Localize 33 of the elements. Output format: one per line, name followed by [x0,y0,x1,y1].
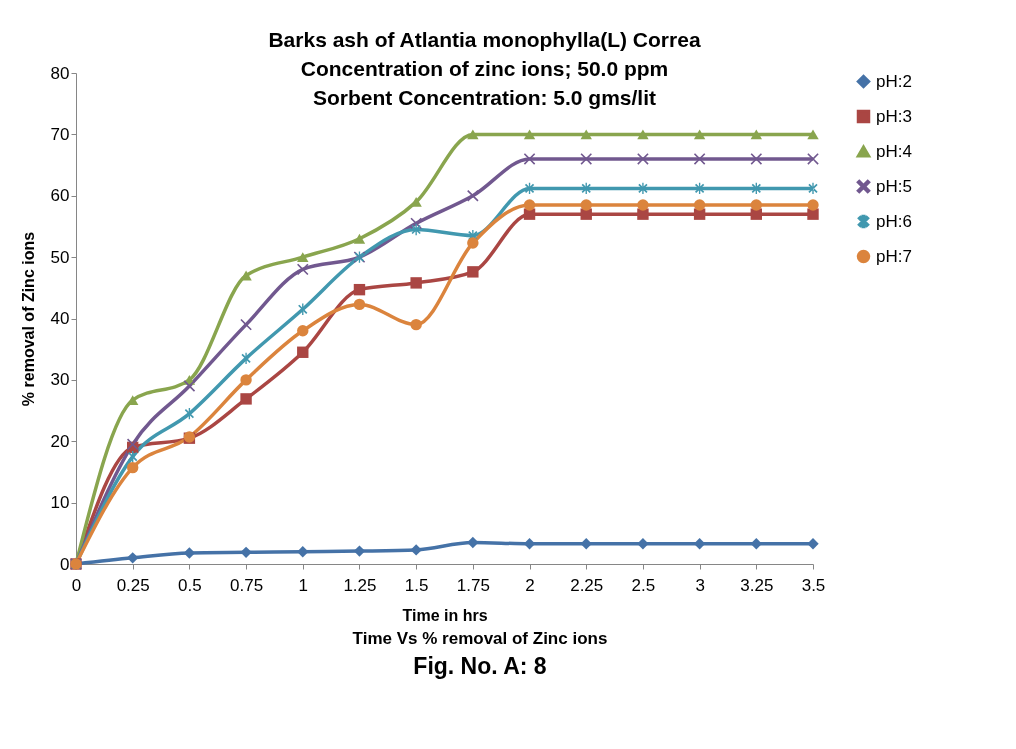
legend-label: pH:2 [876,71,912,91]
chart-title: Barks ash of Atlantia monophylla(L) Correa Concentration of zinc ions; 50.0 ppm Sorbent Concentration: 5.0 gms/lit [268,28,701,109]
legend-label: pH:6 [876,211,912,231]
x-tick-label: 0.75 [230,575,264,595]
x-tick-label: 3.5 [801,575,826,595]
y-tick-label: 30 [50,370,70,390]
x-tick-label: 1 [298,575,308,595]
x-tick-label: 3 [695,575,705,595]
y-tick-label: 70 [50,124,70,144]
x-tick-label: 2.25 [570,575,604,595]
x-tick-label: 1.5 [404,575,429,595]
y-axis-title: % removal of Zinc ions [19,231,37,407]
x-tick-label: 1.25 [343,575,377,595]
y-tick-label: 50 [50,247,70,267]
y-tick-label: 80 [50,63,70,83]
legend-label: pH:5 [876,176,912,196]
x-tick-label: 0.25 [116,575,150,595]
x-tick-label: 3.25 [740,575,774,595]
x-tick-label: 0.5 [178,575,202,595]
text: Fig. No. A: 8 [412,653,548,680]
y-tick-label: 40 [50,309,70,328]
text: Time Vs % removal of Zinc ions [351,629,609,649]
legend-label: pH:4 [876,141,912,161]
x-tick-label: 1.75 [456,575,490,595]
x-tick-label: 2.5 [631,575,656,595]
legend-label: pH:3 [876,106,912,126]
y-tick-label: 10 [50,493,70,513]
y-tick-label: 20 [50,431,70,451]
x-axis-title: Time in hrs [402,606,488,624]
y-tick-label: 0 [60,554,70,574]
x-tick-label: 2 [525,575,535,595]
legend-label: pH:7 [876,246,912,266]
y-tick-label: 60 [50,186,70,206]
